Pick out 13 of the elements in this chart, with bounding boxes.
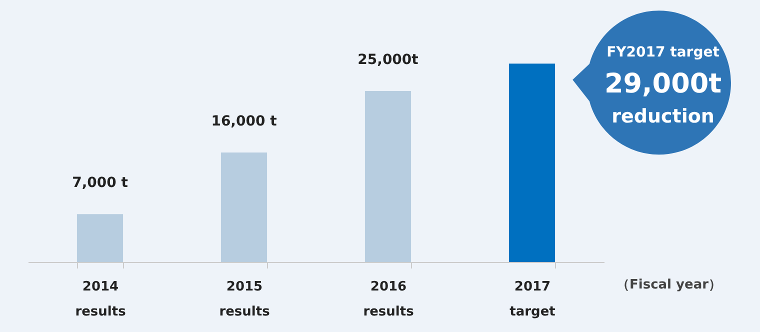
bar: [76, 214, 124, 262]
data-label: 7,000 t: [72, 175, 128, 192]
annotation: FY2017 target 29,000t reduction: [604, 44, 722, 128]
x-tick-label: 2017 target: [510, 280, 556, 320]
bar: [220, 152, 268, 262]
x-tick-label: 2016 results: [363, 280, 414, 320]
x-tick-label: 2015 results: [219, 280, 270, 320]
bar: [364, 90, 412, 262]
x-axis-title: （Fiscal year）: [616, 278, 722, 292]
x-tick-label: 2014 results: [75, 280, 126, 320]
data-label: 25,000t: [358, 52, 419, 68]
data-label: 16,000 t: [211, 114, 278, 130]
bar: [508, 64, 556, 262]
